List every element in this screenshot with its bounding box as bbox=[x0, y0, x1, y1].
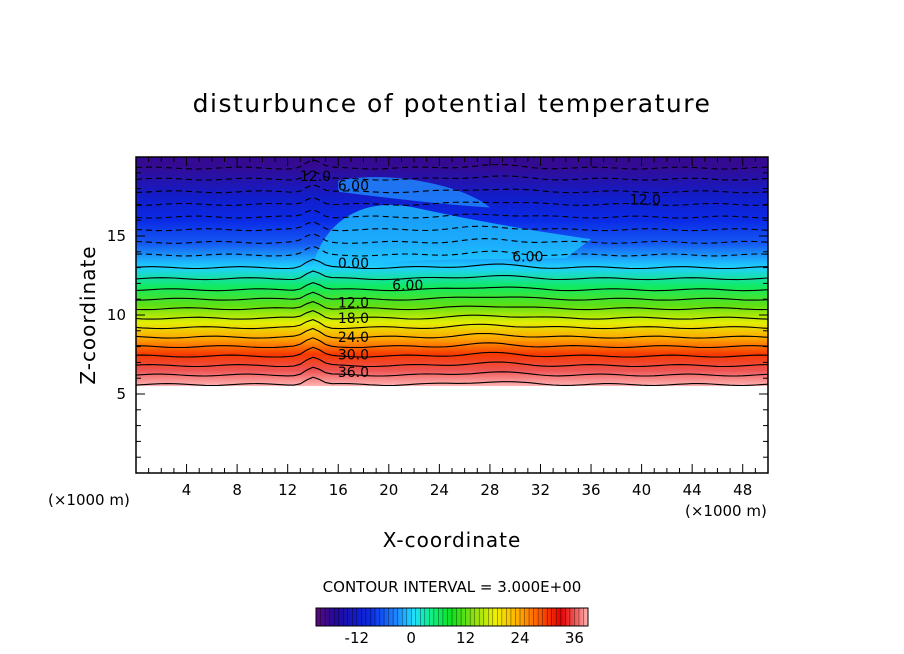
contour-line bbox=[136, 270, 768, 281]
x-tick-label: 8 bbox=[232, 481, 242, 499]
colorbar-frame bbox=[315, 607, 589, 627]
colorbar-tick-label: 36 bbox=[565, 629, 584, 647]
contour-label: 24.0 bbox=[338, 330, 369, 346]
colorbar: -12 0 12 24 36 bbox=[315, 607, 589, 647]
contour-line bbox=[136, 233, 768, 244]
contour-label: 0.00 bbox=[338, 256, 369, 272]
x-tick-label: 4 bbox=[182, 481, 192, 499]
x-axis-ticks: 4 8 12 16 20 24 28 32 36 40 44 48 bbox=[148, 157, 756, 499]
contour-line bbox=[136, 220, 768, 232]
y-axis-label: Z-coordinate bbox=[76, 245, 100, 384]
x-tick-label: 48 bbox=[733, 481, 752, 499]
colorbar-tick-label: 24 bbox=[510, 629, 529, 647]
colorbar-tick-label: 12 bbox=[456, 629, 475, 647]
contour-label: 30.0 bbox=[338, 348, 369, 364]
contour-line bbox=[136, 376, 768, 387]
contour-line bbox=[136, 245, 768, 257]
contour-line bbox=[136, 282, 768, 292]
contour-label: 12.0 bbox=[300, 169, 331, 185]
contour-label: 12.0 bbox=[338, 295, 369, 311]
contour-line bbox=[136, 170, 768, 181]
contour-line bbox=[136, 258, 768, 270]
contour-line bbox=[136, 301, 768, 311]
y-tick-label: 15 bbox=[107, 227, 126, 245]
contour-line bbox=[136, 346, 768, 358]
x-tick-label: 40 bbox=[632, 481, 651, 499]
x-tick-label: 24 bbox=[430, 481, 449, 499]
colorbar-tick-label: 0 bbox=[406, 629, 416, 647]
contour-label: 12.0 bbox=[630, 193, 661, 209]
contour-label: 6.00 bbox=[338, 178, 369, 194]
contour-line bbox=[136, 209, 768, 219]
x-unit-left: (×1000 m) bbox=[48, 491, 130, 509]
contour-interval-text: CONTOUR INTERVAL = 3.000E+00 bbox=[323, 578, 582, 596]
contour-line bbox=[136, 366, 768, 377]
colorbar-tick-label: -12 bbox=[345, 629, 370, 647]
contour-lines bbox=[136, 159, 768, 387]
x-unit-right: (×1000 m) bbox=[685, 502, 767, 520]
x-axis-label: X-coordinate bbox=[383, 528, 522, 552]
x-tick-label: 12 bbox=[278, 481, 297, 499]
colorbar-divisions bbox=[320, 608, 584, 626]
contour-line bbox=[136, 184, 768, 194]
y-tick-label: 10 bbox=[107, 306, 126, 324]
contour-labels: 12.06.0012.06.000.006.0012.018.024.030.0… bbox=[300, 169, 661, 381]
x-tick-label: 28 bbox=[480, 481, 499, 499]
contour-line bbox=[136, 196, 768, 206]
contour-line bbox=[136, 319, 768, 330]
contour-line bbox=[136, 327, 768, 339]
x-tick-label: 20 bbox=[379, 481, 398, 499]
contour-label: 6.00 bbox=[512, 250, 543, 266]
contour-line bbox=[136, 337, 768, 349]
x-tick-label: 32 bbox=[531, 481, 550, 499]
x-tick-label: 44 bbox=[683, 481, 702, 499]
y-axis-ticks: 5 10 15 bbox=[107, 172, 768, 458]
contour-line bbox=[136, 291, 768, 301]
contour-line bbox=[136, 310, 768, 320]
x-tick-label: 36 bbox=[581, 481, 600, 499]
contour-label: 6.00 bbox=[392, 278, 423, 294]
contour-line bbox=[136, 356, 768, 368]
contour-label: 36.0 bbox=[338, 365, 369, 381]
contour-line bbox=[136, 159, 768, 170]
x-tick-label: 16 bbox=[329, 481, 348, 499]
contour-label: 18.0 bbox=[338, 311, 369, 327]
chart-title: disturbunce of potential temperature bbox=[193, 89, 712, 118]
plot-area: 12.06.0012.06.000.006.0012.018.024.030.0… bbox=[107, 156, 769, 499]
cold-anomaly-blob bbox=[312, 204, 592, 265]
y-tick-label: 5 bbox=[116, 385, 126, 403]
colorbar-tick-labels: -12 0 12 24 36 bbox=[345, 629, 584, 647]
